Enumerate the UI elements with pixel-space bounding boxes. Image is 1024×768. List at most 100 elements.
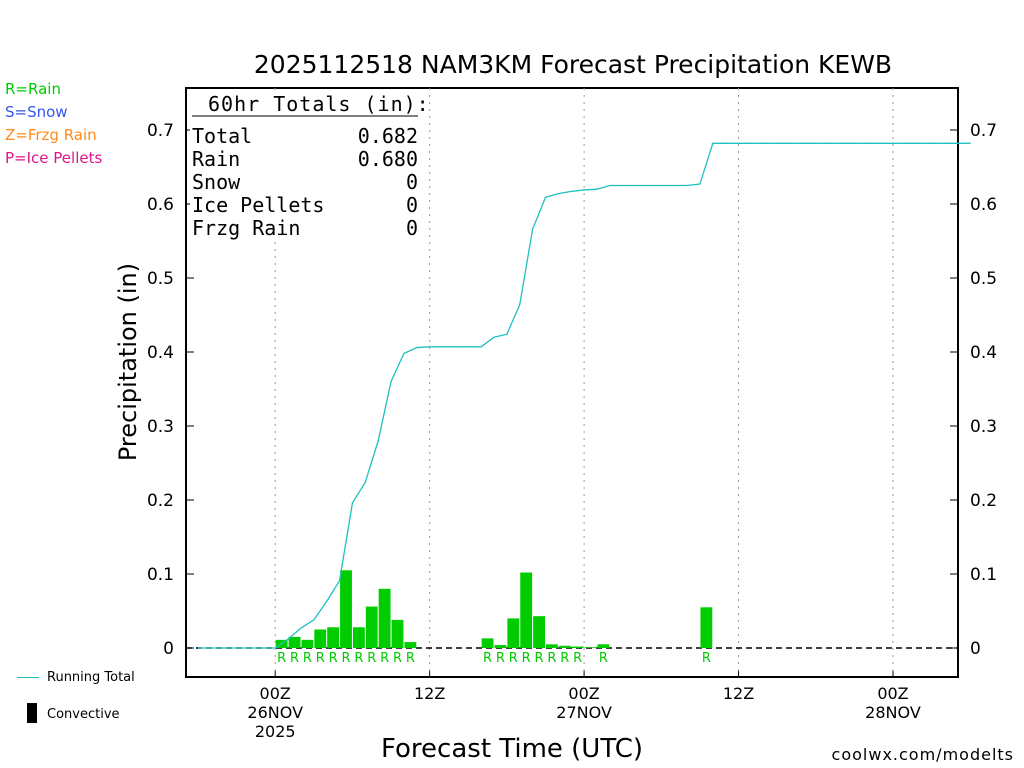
- totals-row-value: 0.680: [358, 147, 418, 171]
- ptype-marker: R: [702, 651, 711, 666]
- running-total-point: [223, 647, 225, 649]
- ptype-marker: R: [547, 651, 556, 666]
- running-total-point: [712, 142, 714, 144]
- ptype-marker: R: [560, 651, 569, 666]
- running-total-point: [686, 184, 688, 187]
- ptype-marker: R: [380, 651, 389, 666]
- running-total-point: [789, 142, 791, 144]
- totals-row-value: 0: [406, 193, 418, 217]
- running-total-point: [802, 142, 804, 144]
- precip-bar: [327, 627, 340, 648]
- totals-row-label: Ice Pellets: [192, 193, 324, 217]
- precip-bar: [301, 639, 314, 648]
- running-total-point: [699, 183, 701, 185]
- precip-bar: [700, 607, 713, 648]
- running-total-point: [351, 502, 354, 504]
- y-tick-label-right: 0.2: [970, 491, 997, 511]
- precip-bar: [288, 636, 301, 648]
- running-total-point: [429, 346, 431, 348]
- ptype-marker: R: [496, 651, 505, 666]
- totals-row-value: 0: [406, 216, 418, 240]
- running-total-point: [930, 142, 933, 144]
- totals-row-label: Rain: [192, 147, 240, 171]
- running-total-point: [236, 647, 238, 649]
- x-tick-label: 00Z: [877, 684, 908, 703]
- precip-bar: [404, 642, 417, 648]
- y-tick-label-left: 0.3: [147, 417, 174, 437]
- running-total-point: [943, 142, 946, 144]
- running-total-point: [326, 600, 328, 602]
- running-total-point: [660, 184, 662, 187]
- y-tick-label-left: 0.6: [147, 195, 174, 215]
- running-total-point: [673, 184, 675, 187]
- running-total-point: [441, 346, 444, 348]
- ptype-marker: R: [406, 651, 415, 666]
- running-total-point: [467, 346, 469, 348]
- running-total-point: [634, 184, 637, 187]
- running-total-point: [274, 647, 276, 649]
- running-total-point: [815, 142, 817, 144]
- legend-freezing-rain: Z=Frzg Rain: [5, 126, 97, 144]
- x-tick-label: 27NOV: [556, 703, 612, 722]
- precip-bar: [545, 644, 558, 648]
- running-total-point: [377, 440, 379, 442]
- running-total-point: [905, 142, 907, 144]
- legend-snow: S=Snow: [5, 103, 68, 121]
- running-total-point: [454, 346, 456, 348]
- precip-bar: [391, 619, 404, 648]
- running-total-point: [583, 189, 585, 191]
- precip-bar: [494, 645, 507, 648]
- x-tick-label: 00Z: [260, 684, 291, 703]
- precip-bar: [520, 572, 533, 648]
- x-tick-label: 2025: [255, 722, 296, 741]
- totals-row-label: Snow: [192, 170, 241, 194]
- running-total-point: [248, 647, 251, 649]
- totals-row-value: 0.682: [358, 124, 418, 148]
- convective-legend-swatch: [27, 703, 37, 723]
- precip-bar: [352, 627, 365, 648]
- precip-bar: [314, 629, 327, 648]
- running-total-legend-swatch: [17, 677, 39, 678]
- ptype-marker: R: [599, 651, 608, 666]
- precip-bar: [507, 618, 520, 648]
- precip-bar: [378, 588, 391, 648]
- x-tick-label: 00Z: [568, 684, 599, 703]
- y-tick-label-left: 0.7: [147, 121, 174, 141]
- x-tick-label: 12Z: [723, 684, 754, 703]
- ptype-marker: R: [341, 651, 350, 666]
- running-total-point: [725, 142, 727, 144]
- running-total-line: [198, 142, 971, 649]
- precip-bar: [533, 616, 545, 648]
- convective-legend-label: Convective: [47, 707, 120, 722]
- running-total-point: [647, 184, 650, 187]
- ptype-marker: R: [329, 651, 338, 666]
- running-total-point: [866, 142, 868, 144]
- y-tick-label-left: 0.4: [147, 343, 174, 363]
- credit-text: coolwx.com/modelts: [831, 745, 1014, 764]
- chart-title: 2025112518 NAM3KM Forecast Precipitation…: [253, 50, 893, 79]
- precip-bar: [584, 647, 597, 648]
- y-tick-label-right: 0.7: [970, 121, 997, 141]
- running-total-point: [763, 142, 765, 144]
- ptype-marker: R: [573, 651, 582, 666]
- y-tick-label-right: 0.4: [970, 343, 997, 363]
- ptype-marker: R: [483, 651, 492, 666]
- ptype-marker: R: [367, 651, 376, 666]
- running-total-point: [416, 346, 418, 349]
- y-tick-label-right: 0.5: [970, 269, 997, 289]
- ptype-marker: R: [354, 651, 363, 666]
- precip-bar: [597, 644, 610, 648]
- totals-row-label: Frzg Rain: [192, 216, 300, 240]
- precip-bar: [340, 570, 352, 648]
- y-tick-label-right: 0.1: [970, 565, 997, 585]
- running-total-point: [519, 304, 521, 306]
- ptype-marker: R: [535, 651, 544, 666]
- running-total-point: [892, 142, 894, 144]
- running-total-point: [390, 381, 392, 383]
- ptype-marker: R: [303, 651, 312, 666]
- precip-bar: [571, 646, 584, 648]
- running-total-point: [403, 352, 405, 355]
- running-total-point: [918, 142, 920, 144]
- ptype-marker: R: [290, 651, 299, 666]
- legend-rain: R=Rain: [5, 80, 61, 98]
